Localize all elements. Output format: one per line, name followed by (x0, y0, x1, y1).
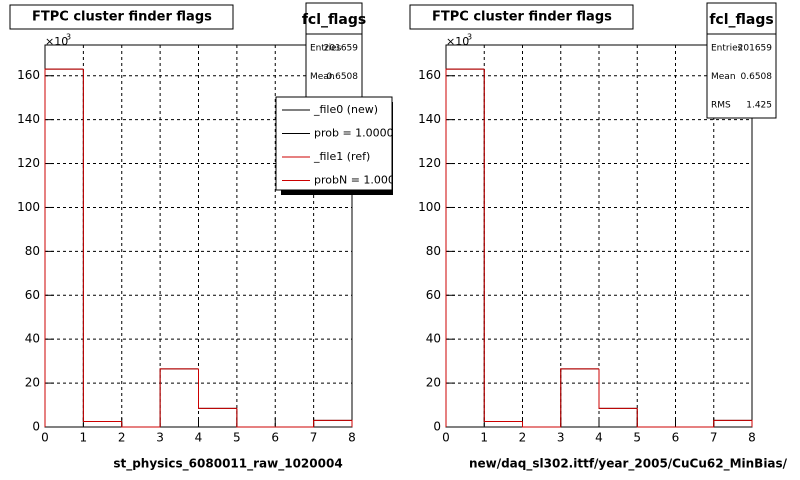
y-scale-label: ×10 (45, 35, 68, 48)
stats-label: Mean (711, 72, 736, 82)
y-tick-label: 40 (25, 332, 40, 346)
histogram-bin (44, 68, 84, 427)
y-tick-label: 80 (25, 244, 40, 258)
x-tick-label: 6 (672, 431, 680, 445)
y-tick-label: 100 (418, 200, 441, 214)
x-tick-label: 3 (557, 431, 565, 445)
stats-label: RMS (711, 101, 731, 111)
y-tick-label: 160 (418, 68, 441, 82)
stats-value: 1.425 (746, 101, 772, 111)
legend-label: _file1 (ref) (313, 150, 370, 163)
y-tick-label: 20 (426, 376, 441, 390)
histogram-bin (198, 368, 237, 409)
stats-label: Entries (310, 44, 342, 54)
x-tick-label: 2 (118, 431, 126, 445)
x-tick-label: 2 (519, 431, 527, 445)
y-tick-label: 160 (17, 68, 40, 82)
legend-label: probN = 1.00000 (314, 174, 409, 187)
x-tick-label: 8 (348, 431, 356, 445)
x-tick-label: 1 (80, 431, 88, 445)
x-tick-label: 4 (595, 431, 603, 445)
stats-title: fcl_flags (709, 12, 773, 28)
histogram-bin (713, 419, 753, 427)
y-tick-label: 0 (32, 420, 40, 434)
x-tick-label: 5 (233, 431, 241, 445)
y-scale-exponent: 3 (66, 33, 71, 42)
histogram-bin (121, 421, 161, 428)
x-tick-label: 7 (710, 431, 718, 445)
stats-box (305, 2, 363, 102)
histogram-bin (636, 408, 676, 428)
y-scale-label: ×10 (446, 35, 469, 48)
x-tick-label: 1 (480, 431, 488, 445)
x-tick-label: 4 (195, 431, 203, 445)
y-tick-label: 120 (418, 156, 441, 170)
histogram-bin (598, 368, 638, 409)
chart-title: FTPC cluster finder flags (432, 10, 612, 25)
y-tick-label: 140 (418, 112, 441, 126)
histogram-bin (82, 69, 122, 423)
histogram-bin (159, 368, 199, 427)
stats-value: 0.6508 (741, 72, 773, 82)
y-tick-label: 40 (426, 332, 441, 346)
histogram-bin (445, 68, 485, 427)
x-tick-label: 5 (633, 431, 641, 445)
x-tick-label: 0 (41, 431, 49, 445)
stats-value: 201659 (738, 44, 773, 54)
x-axis-label: st_physics_6080011_raw_1020004 (113, 457, 342, 472)
x-tick-label: 6 (271, 431, 279, 445)
title-box (409, 4, 634, 30)
stats-label: Mean (310, 72, 335, 82)
panel: 0 1 2 3 4 5 6 7 8020406080100120140160×103st_phy… (9, 2, 409, 472)
y-tick-label: 0 (433, 420, 441, 434)
legend-label: _file0 (new) (313, 103, 378, 116)
stats-box (706, 2, 777, 119)
histogram-bin (313, 419, 353, 427)
panel: 0 1 2 3 4 5 6 7 8020406080100120140160×103new/da… (409, 2, 788, 472)
y-tick-label: 100 (17, 200, 40, 214)
y-tick-label: 60 (25, 288, 40, 302)
stats-label: Entries (711, 44, 743, 54)
y-tick-label: 120 (17, 156, 40, 170)
histogram-bin (522, 421, 561, 428)
legend-box (275, 96, 393, 191)
y-tick-label: 80 (426, 244, 441, 258)
y-tick-label: 140 (17, 112, 40, 126)
histogram-bin (483, 69, 523, 423)
x-axis-label: new/daq_sl302.ittf/year_2005/CuCu62_MinB… (469, 457, 788, 472)
x-tick-label: 0 (442, 431, 450, 445)
histogram-bin (560, 368, 599, 427)
stats-title: fcl_flags (302, 12, 366, 28)
chart-title: FTPC cluster finder flags (32, 10, 212, 25)
y-scale-exponent: 3 (467, 33, 472, 42)
title-box (9, 4, 234, 30)
histogram-bin (236, 408, 276, 428)
x-tick-label: 7 (310, 431, 318, 445)
y-tick-label: 60 (426, 288, 441, 302)
stats-value: 201659 (324, 44, 359, 54)
x-tick-label: 8 (748, 431, 756, 445)
legend-label: prob = 1.000000 (314, 127, 408, 140)
stats-value: 0.6508 (327, 72, 359, 82)
x-tick-label: 3 (156, 431, 164, 445)
y-tick-label: 20 (25, 376, 40, 390)
